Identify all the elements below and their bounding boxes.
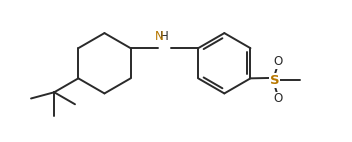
Text: H: H: [160, 30, 169, 43]
Text: O: O: [273, 55, 282, 68]
Text: N: N: [155, 30, 163, 43]
Text: O: O: [273, 92, 282, 105]
Text: S: S: [270, 74, 279, 87]
